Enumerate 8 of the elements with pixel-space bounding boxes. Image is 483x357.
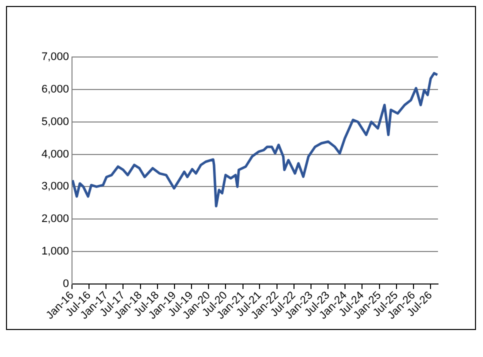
y-tick-label: 5,000 — [41, 116, 69, 128]
y-tick-label: 4,000 — [41, 148, 69, 160]
y-tick-label: 6,000 — [41, 83, 69, 96]
y-tick-label: 2,000 — [41, 213, 69, 226]
y-tick-label: 7,000 — [41, 51, 69, 64]
y-tick-label: 1,000 — [41, 246, 69, 258]
y-tick-label: 0 — [62, 278, 69, 290]
y-tick-label: 3,000 — [41, 180, 69, 193]
